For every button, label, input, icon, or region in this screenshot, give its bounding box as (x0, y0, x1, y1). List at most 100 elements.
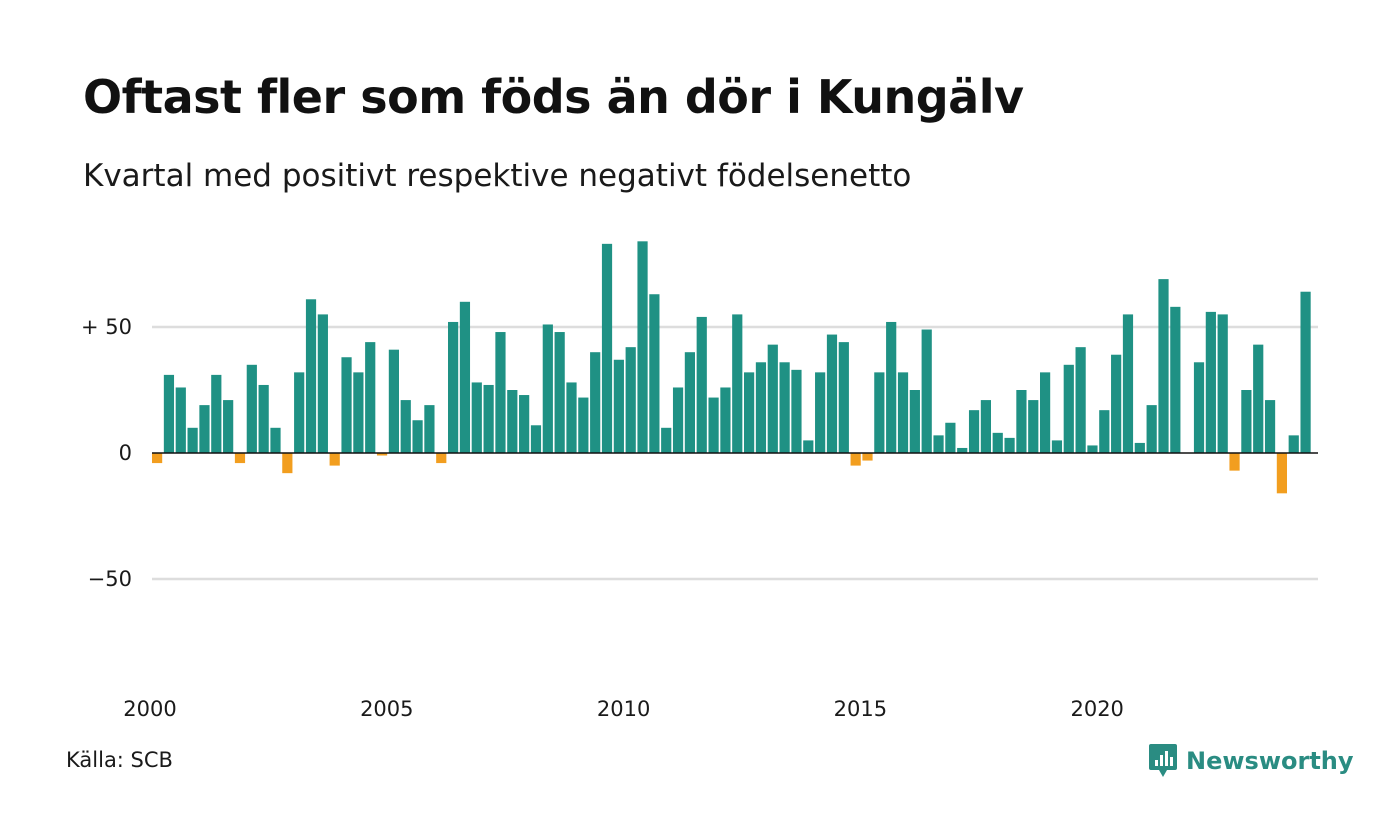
bar-negative (850, 453, 861, 466)
bar-positive (1134, 442, 1145, 453)
bar-negative (234, 453, 246, 464)
bar-positive (767, 344, 778, 453)
bar-positive (448, 321, 459, 453)
bar-positive (1205, 311, 1216, 453)
bar-positive (815, 372, 826, 453)
bar-positive (1051, 440, 1063, 453)
bar-positive (886, 321, 897, 453)
bar-positive (874, 372, 885, 453)
bar-positive (1253, 344, 1264, 453)
bar-positive (720, 387, 731, 453)
bar-positive (1193, 362, 1205, 453)
axes: + 50 0 −50 2000 2005 2010 2015 2020 (81, 315, 1318, 721)
bar-positive (400, 400, 411, 453)
bar-positive (223, 400, 234, 453)
y-tick-label: + 50 (81, 315, 132, 339)
bar-positive (246, 364, 257, 453)
bar-positive (163, 374, 175, 453)
source-note: Källa: SCB (66, 748, 173, 772)
bar-positive (566, 382, 577, 453)
bar-positive (211, 374, 222, 453)
bar-positive (1264, 400, 1276, 453)
bar-positive (661, 427, 672, 453)
bar-positive (1170, 306, 1181, 453)
bar-positive (732, 314, 743, 453)
bar-positive (507, 390, 518, 453)
bar-positive (1016, 390, 1027, 453)
bar-positive (270, 427, 281, 453)
bar-positive (921, 329, 932, 453)
bar-negative (436, 453, 447, 464)
bar-positive (696, 316, 707, 453)
x-tick-label: 2015 (834, 697, 887, 721)
bar-positive (968, 410, 980, 453)
bar-positive (1217, 314, 1228, 453)
bar-positive (554, 332, 565, 453)
bar-positive (649, 294, 660, 453)
bar-positive (1241, 390, 1252, 453)
bar-positive (779, 362, 790, 453)
bar-chart: + 50 0 −50 2000 2005 2010 2015 2020 (81, 241, 1318, 721)
chart-title: Oftast fler som föds än dör i Kungälv (83, 70, 1024, 124)
bar-positive (613, 359, 624, 453)
bar-negative (282, 453, 293, 474)
bar-positive (744, 372, 755, 453)
bar-positive (590, 352, 601, 453)
x-tick-label: 2010 (597, 697, 650, 721)
bar-negative (862, 453, 873, 461)
bar-positive (992, 432, 1003, 453)
bar-negative (1276, 453, 1287, 494)
bar-positive (601, 243, 613, 453)
bar-positive (1122, 314, 1134, 453)
chart-subtitle: Kvartal med positivt respektive negativt… (83, 158, 912, 194)
bar-positive (945, 422, 956, 453)
bar-positive (1063, 364, 1074, 453)
y-tick-label: −50 (88, 567, 132, 591)
bar-positive (1111, 354, 1122, 453)
bar-positive (980, 400, 991, 453)
bar-positive (294, 372, 305, 453)
bar-positive (1099, 410, 1110, 453)
bar-positive (897, 372, 909, 453)
bar-positive (1288, 435, 1299, 453)
bar-negative (152, 453, 163, 464)
bar-positive (672, 387, 684, 453)
bar-positive (199, 405, 210, 453)
bar-positive (317, 314, 328, 453)
bar-positive (755, 362, 767, 453)
bar-positive (1300, 291, 1311, 453)
bar-positive (578, 397, 589, 453)
bar-positive (412, 420, 423, 453)
bar-positive (803, 440, 814, 453)
x-tick-label: 2000 (123, 697, 176, 721)
bar-positive (1158, 279, 1169, 453)
newsworthy-logo-icon (1149, 744, 1177, 777)
bar-positive (258, 384, 269, 453)
x-tick-label: 2020 (1070, 697, 1123, 721)
bar-negative (329, 453, 340, 466)
bar-positive (826, 334, 838, 453)
bar-positive (353, 372, 364, 453)
bar-positive (424, 405, 435, 453)
bar-positive (530, 425, 542, 453)
bar-positive (495, 332, 506, 453)
bar-positive (483, 384, 494, 453)
bar-positive (1087, 445, 1098, 453)
bar-positive (637, 241, 648, 453)
bar-positive (365, 342, 376, 453)
bar-positive (542, 324, 553, 453)
bar-positive (175, 387, 186, 453)
x-tick-label: 2005 (360, 697, 413, 721)
bar-positive (388, 349, 399, 453)
brand-name: Newsworthy (1186, 747, 1354, 775)
bar-positive (1028, 400, 1039, 453)
bar-positive (187, 427, 198, 453)
bar-positive (1075, 347, 1086, 453)
bar-positive (957, 447, 968, 453)
bar-positive (1040, 372, 1051, 453)
bar-positive (519, 395, 530, 453)
y-tick-label: 0 (119, 441, 132, 465)
brand-logo: Newsworthy (1148, 743, 1354, 779)
bar-negative (376, 453, 388, 456)
bar-positive (625, 347, 636, 453)
